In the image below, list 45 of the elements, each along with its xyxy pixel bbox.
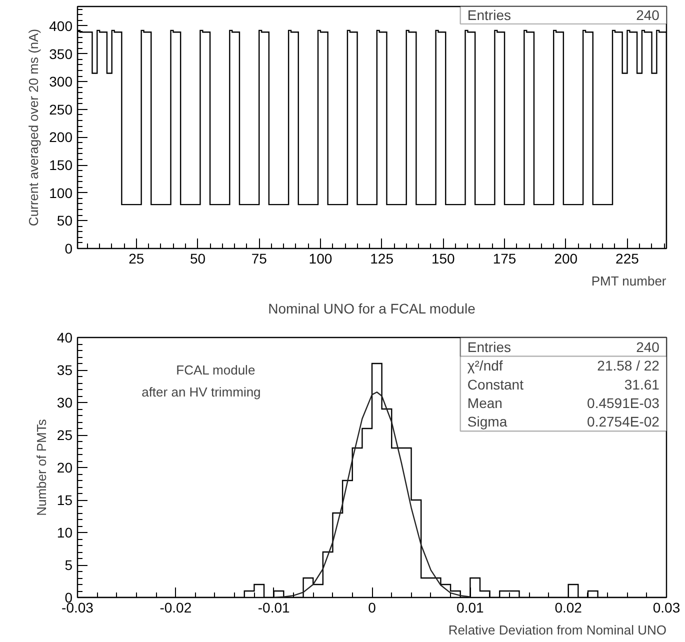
y-tick-label: 5 xyxy=(64,557,73,573)
y-tick-label: 40 xyxy=(56,330,73,346)
y-tick-label: 150 xyxy=(49,157,73,174)
y-tick-label: 25 xyxy=(56,427,73,443)
x-tick-label: 0 xyxy=(368,600,376,616)
y-tick-label: 30 xyxy=(56,394,73,410)
x-tick-label: 100 xyxy=(308,250,332,266)
text: Nominal UNO for a FCAL module xyxy=(268,300,476,316)
y-tick-label: 200 xyxy=(49,129,73,146)
text: Entries 240 xyxy=(467,7,660,24)
x-tick-label: -0.01 xyxy=(258,600,290,616)
x-tick-label: 125 xyxy=(370,250,394,266)
x-tick-label: 25 xyxy=(128,250,144,266)
y-tick-label: 350 xyxy=(49,46,73,62)
y-tick-label: 20 xyxy=(56,460,73,476)
text: Entries 240 xyxy=(467,338,660,355)
y-tick-label: 400 xyxy=(49,18,73,34)
x-axis-title: PMT number xyxy=(591,274,667,288)
text: χ²/ndf 21.58 / 22 xyxy=(467,358,660,374)
x-tick-label: 0.01 xyxy=(456,600,484,616)
x-tick-label: 150 xyxy=(431,250,456,266)
x-tick-label: -0.02 xyxy=(160,600,192,616)
x-axis-title: Relative Deviation from Nominal UNO xyxy=(448,622,667,638)
text: Mean 0.4591E-03 xyxy=(467,395,660,412)
y-tick-label: 0 xyxy=(64,240,73,256)
y-axis-title: Current averaged over 20 ms (nA) xyxy=(26,28,42,226)
y-tick-label: 10 xyxy=(56,524,73,540)
x-tick-label: 75 xyxy=(251,250,268,266)
x-tick-label: 50 xyxy=(190,250,206,266)
y-tick-label: 100 xyxy=(49,184,73,201)
y-axis-title: Number of PMTs xyxy=(34,418,49,516)
x-tick-label: 0.02 xyxy=(554,600,582,616)
x-tick-label: 200 xyxy=(554,250,578,266)
y-tick-label: 50 xyxy=(56,212,73,229)
text: Sigma 0.2754E-02 xyxy=(467,414,660,430)
y-tick-label: 300 xyxy=(49,74,73,90)
x-tick-label: 225 xyxy=(616,250,640,266)
y-tick-label: 250 xyxy=(49,101,73,118)
y-tick-label: 15 xyxy=(56,492,73,508)
text: FCAL module xyxy=(176,362,256,378)
text: after an HV trimming xyxy=(142,384,261,400)
x-tick-label: 0.03 xyxy=(652,600,680,616)
text: Constant 31.61 xyxy=(467,376,660,392)
x-tick-label: 175 xyxy=(492,250,516,266)
y-tick-label: 35 xyxy=(56,362,73,378)
